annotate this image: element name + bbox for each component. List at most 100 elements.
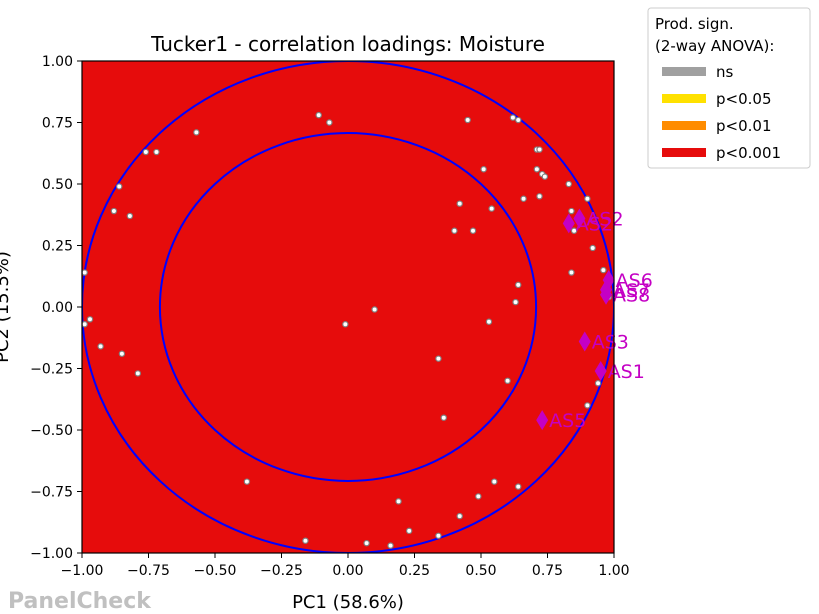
attribute-label: AS5 [549, 410, 586, 432]
assessor-point [302, 537, 309, 544]
y-tick-label: −0.50 [30, 423, 73, 439]
assessor-point [475, 493, 482, 500]
assessor-point [193, 129, 200, 136]
assessor-point [243, 478, 251, 485]
x-tick-label: 1.00 [598, 563, 629, 579]
assessor-point [134, 370, 142, 377]
legend-title: (2-way ANOVA): [655, 37, 774, 55]
legend: Prod. sign. (2-way ANOVA): ns p<0.05 p<0.0… [647, 7, 811, 169]
assessor-point [488, 205, 495, 212]
attribute-marker [600, 284, 613, 305]
attribute-label: AS1 [608, 361, 645, 383]
assessor-point [110, 207, 118, 215]
assessor-point [565, 180, 572, 188]
assessor-point [584, 195, 591, 202]
attribute-marker [578, 331, 591, 352]
assessor-point [395, 498, 402, 505]
assessor-point [515, 116, 522, 124]
assessor-point [315, 111, 322, 119]
legend-label: ns [716, 63, 734, 81]
assessor-point [504, 377, 511, 384]
attribute-label: AS8 [613, 285, 650, 307]
attribute-marker [594, 360, 607, 381]
chart-title: Tucker1 - correlation loadings: Moisture [150, 32, 545, 56]
assessor-point [594, 380, 602, 387]
x-axis-label: PC1 (58.6%) [292, 592, 404, 613]
assessor-point [435, 532, 442, 539]
assessor-point [153, 148, 160, 156]
assessor-point [456, 512, 463, 520]
assessor-point [512, 298, 519, 306]
assessor-point [116, 183, 123, 190]
assessor-point [568, 269, 575, 276]
x-tick-label: −0.25 [260, 563, 303, 579]
assessor-point [363, 539, 370, 547]
legend-label: p<0.001 [716, 144, 781, 162]
assessor-point [464, 116, 471, 124]
correlation-circle [158, 132, 538, 482]
x-tick-label: 0.50 [465, 563, 496, 579]
y-tick-label: 0.50 [42, 177, 73, 193]
y-tick-label: −1.00 [30, 546, 73, 562]
assessor-point [142, 148, 150, 156]
x-tick-label: 0.00 [332, 563, 363, 579]
plot-area [82, 61, 614, 553]
assessor-point [533, 166, 541, 173]
assessor-point [536, 146, 543, 153]
x-tick-label: −0.50 [194, 563, 237, 579]
y-tick-label: 0.00 [42, 300, 73, 316]
assessor-point [118, 350, 126, 357]
y-tick-label: 0.25 [42, 239, 73, 255]
legend-label: p<0.05 [716, 90, 772, 108]
assessor-point [82, 269, 88, 276]
assessor-point [536, 193, 543, 200]
assessor-point [440, 414, 447, 421]
attribute-label: AS3 [592, 331, 629, 353]
panelcheck-watermark: PanelCheck [8, 589, 152, 614]
assessor-point [491, 478, 498, 485]
assessor-point [456, 200, 463, 207]
assessor-point [520, 195, 527, 202]
assessor-point [435, 355, 442, 362]
assessor-point [480, 166, 487, 173]
attribute-marker [536, 410, 549, 431]
assessor-point [326, 119, 333, 126]
assessor-point [342, 321, 349, 328]
assessor-point [570, 227, 578, 234]
y-tick-label: 1.00 [42, 54, 73, 70]
assessor-point [485, 318, 493, 325]
assessor-point [584, 402, 591, 409]
attribute-label: AS6 [616, 270, 653, 292]
x-tick-label: 0.25 [399, 563, 430, 579]
assessor-point [541, 173, 549, 180]
assessor-point [97, 343, 104, 350]
attribute-label: AS7 [613, 280, 650, 302]
legend-swatch [662, 148, 706, 157]
x-tick-label: 0.75 [532, 563, 563, 579]
x-tick-label: −1.00 [61, 563, 104, 579]
assessor-point [82, 321, 88, 328]
y-axis-label: PC2 (15.5%) [0, 251, 13, 363]
assessor-point [405, 527, 413, 535]
x-tick-label: −0.75 [127, 563, 170, 579]
assessor-point [469, 227, 477, 234]
assessor-point [371, 306, 378, 313]
assessor-point [515, 281, 522, 289]
y-tick-label: −0.25 [30, 362, 73, 378]
legend-swatch [662, 94, 706, 103]
legend-swatch [662, 67, 706, 76]
assessor-point [387, 542, 394, 549]
legend-swatch [662, 121, 706, 130]
assessor-point [568, 207, 575, 215]
assessor-point [126, 212, 134, 220]
assessor-point [509, 114, 517, 121]
assessor-point [600, 266, 607, 274]
y-tick-label: −0.75 [30, 485, 73, 501]
attribute-marker [562, 213, 575, 234]
attribute-label: AS2 [586, 208, 623, 230]
assessor-point [451, 227, 458, 234]
assessor-point [589, 244, 596, 252]
y-tick-label: 0.75 [42, 116, 73, 132]
assessor-point [515, 483, 522, 490]
